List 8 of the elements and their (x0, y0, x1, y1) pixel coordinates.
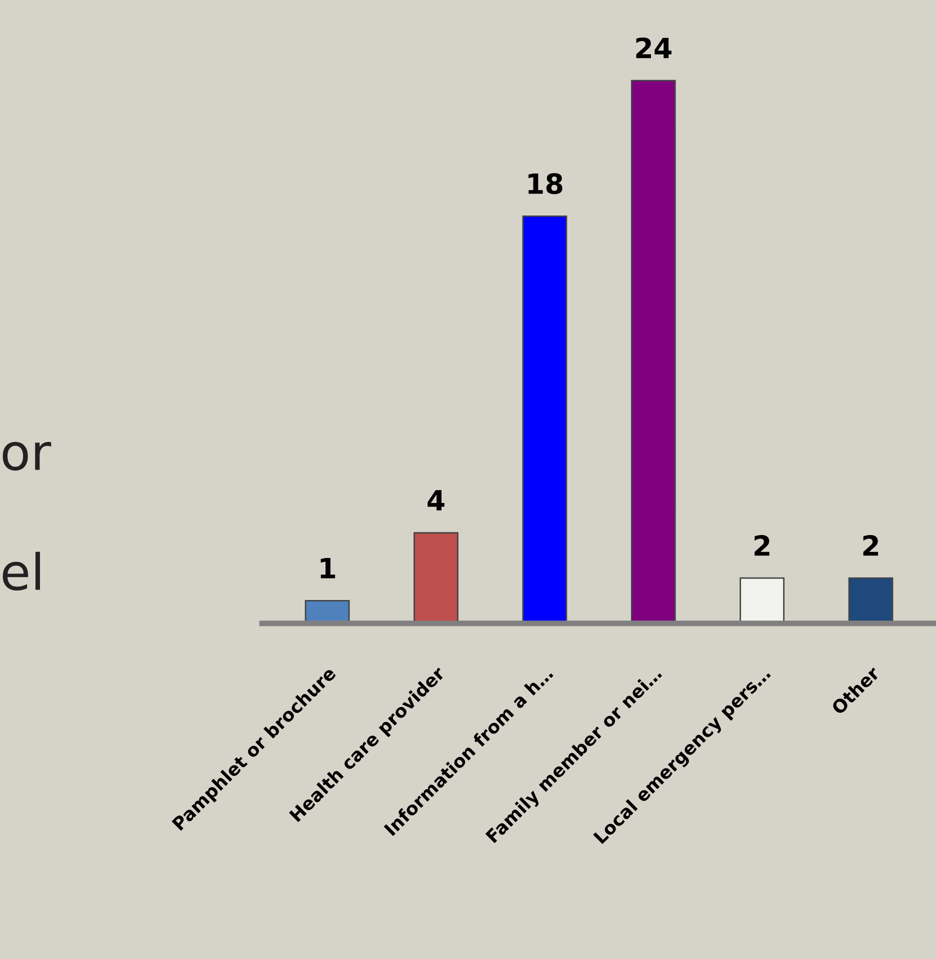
data-label: 1 (320, 558, 336, 578)
data-label: 24 (636, 37, 672, 58)
data-label: 2 (863, 535, 878, 556)
text: or (2, 442, 52, 471)
data-label: 2 (754, 535, 770, 556)
text: el (2, 552, 40, 590)
data-label: 4 (428, 490, 444, 510)
data-label: 18 (528, 173, 562, 194)
